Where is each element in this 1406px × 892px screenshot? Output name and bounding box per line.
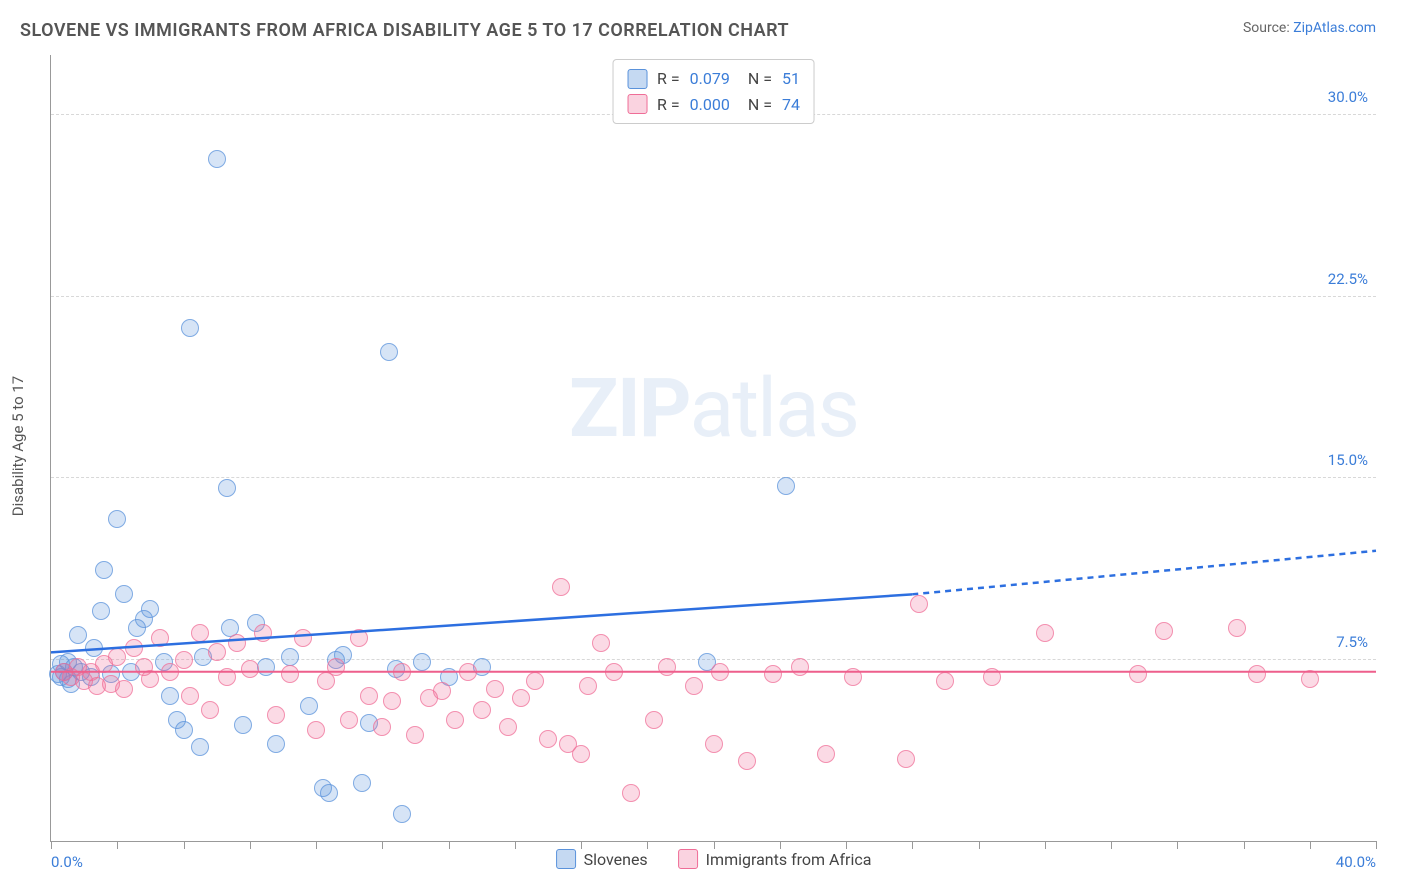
x-tick-minor bbox=[979, 841, 980, 849]
x-tick-minor bbox=[1045, 841, 1046, 849]
x-tick-minor bbox=[184, 841, 185, 849]
chart-title: SLOVENE VS IMMIGRANTS FROM AFRICA DISABI… bbox=[20, 20, 789, 41]
x-tick-minor bbox=[250, 841, 251, 849]
trend-lines bbox=[51, 55, 1376, 841]
chart-plot-area: ZIPatlas R =0.079N =51R =0.000N =74 0.0%… bbox=[50, 55, 1376, 842]
legend-correlation-row: R =0.000N =74 bbox=[627, 92, 800, 118]
x-tick-minor bbox=[846, 841, 847, 849]
legend-swatch bbox=[627, 94, 647, 114]
legend-series: Slovenes Immigrants from Africa bbox=[556, 849, 872, 869]
legend-series-item: Immigrants from Africa bbox=[678, 849, 872, 869]
y-axis-title: Disability Age 5 to 17 bbox=[9, 376, 27, 516]
source-attribution: Source: ZipAtlas.com bbox=[1243, 20, 1376, 36]
x-tick-minor bbox=[1177, 841, 1178, 849]
x-tick-minor bbox=[117, 841, 118, 849]
x-tick-minor bbox=[51, 841, 52, 849]
x-tick-minor bbox=[912, 841, 913, 849]
x-tick-minor bbox=[382, 841, 383, 849]
x-tick-minor bbox=[1244, 841, 1245, 849]
x-tick-minor bbox=[515, 841, 516, 849]
legend-correlation-row: R =0.079N =51 bbox=[627, 66, 800, 92]
legend-correlation: R =0.079N =51R =0.000N =74 bbox=[612, 59, 815, 124]
x-tick-minor bbox=[647, 841, 648, 849]
legend-swatch bbox=[627, 69, 647, 89]
source-link[interactable]: ZipAtlas.com bbox=[1293, 20, 1376, 36]
legend-series-item: Slovenes bbox=[556, 849, 648, 869]
x-axis-min-label: 0.0% bbox=[51, 853, 83, 871]
x-tick-minor bbox=[316, 841, 317, 849]
legend-swatch bbox=[678, 849, 698, 869]
x-tick-minor bbox=[1310, 841, 1311, 849]
x-tick-minor bbox=[780, 841, 781, 849]
x-tick-minor bbox=[1111, 841, 1112, 849]
x-axis-max-label: 40.0% bbox=[1336, 853, 1376, 871]
legend-swatch bbox=[556, 849, 576, 869]
x-tick-minor bbox=[714, 841, 715, 849]
x-tick-minor bbox=[449, 841, 450, 849]
x-tick-minor bbox=[1376, 841, 1377, 849]
x-tick-minor bbox=[581, 841, 582, 849]
